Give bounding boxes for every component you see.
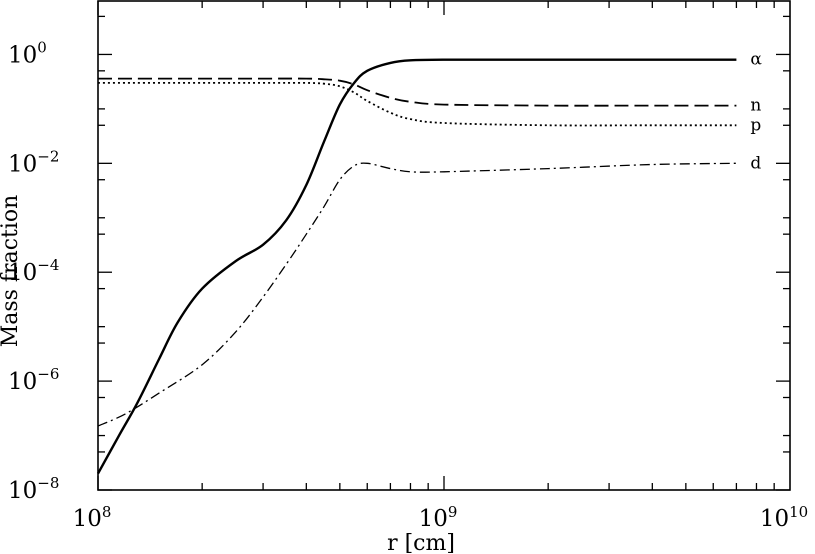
- x-tick-label: 1010: [760, 503, 808, 532]
- series-line-3: [97, 162, 737, 427]
- y-tick-label: 10−6: [8, 365, 59, 395]
- y-tick-label: 100: [8, 38, 47, 68]
- x-tick-label: 108: [73, 503, 112, 532]
- series-line-0: [96, 58, 737, 475]
- x-tick-label: 109: [419, 503, 458, 532]
- y-tick-label: 10−8: [8, 474, 59, 504]
- series-label-3: d: [750, 153, 761, 173]
- y-tick-label: 10−2: [8, 147, 59, 177]
- series-lines: [96, 58, 737, 475]
- series-label-0: α: [750, 50, 762, 70]
- y-tick-label: 10−4: [8, 256, 59, 286]
- series-labels: α npd: [750, 50, 762, 174]
- series-line-2: [98, 81, 737, 127]
- axes: 108 109 1010 10−8 10−6 10−4 10−2 100: [8, 0, 808, 532]
- x-axis-label: r [cm]: [387, 531, 455, 554]
- plot-frame: [97, 0, 791, 491]
- y-axis-label: Mass fraction: [0, 195, 23, 348]
- series-label-2: p: [750, 115, 761, 135]
- series-label-1: n: [750, 96, 761, 116]
- series-line-1: [98, 77, 737, 107]
